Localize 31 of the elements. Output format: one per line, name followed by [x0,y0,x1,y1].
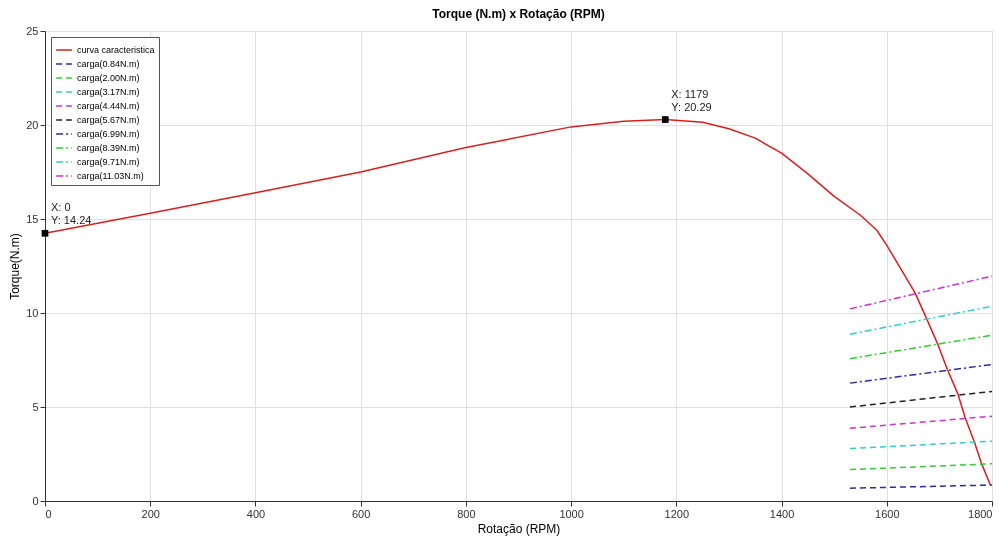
x-tick-label: 400 [246,507,266,520]
legend-label: carga(5.67N.m) [77,115,140,125]
legend-label: carga(0.84N.m) [77,59,140,69]
x-axis-title: Rotação (RPM) [477,521,561,536]
x-tick-label: 800 [457,507,476,520]
legend-label: carga(2.00N.m) [77,73,140,83]
x-tick-label: 1600 [875,507,900,520]
x-tick-label: 1800 [968,507,993,520]
legend-label: carga(4.44N.m) [77,101,140,111]
legend-label: carga(6.99N.m) [77,129,140,139]
x-tick-label: 200 [141,507,160,520]
legend-label: curva caracteristica [77,45,155,55]
x-tick-label: 1400 [769,507,795,520]
y-tick-label: 10 [26,306,39,319]
legend-label: carga(8.39N.m) [77,143,140,153]
legend-label: carga(9.71N.m) [77,157,140,167]
annotation: X: 1179 Y: 20.29 [671,87,712,113]
annotation: X: 0 Y: 14.24 [51,201,92,227]
y-tick-label: 5 [32,400,39,413]
x-tick-label: 600 [351,507,371,520]
legend-label: carga(11.03N.m) [77,171,144,181]
y-tick-label: 25 [26,24,39,37]
y-tick-label: 20 [26,118,39,131]
x-tick-label: 1000 [559,507,584,520]
chart-title: Torque (N.m) x Rotação (RPM) [432,7,605,21]
x-tick-label: 0 [45,507,52,520]
y-axis-title: Torque(N.m) [8,233,23,300]
x-tick-label: 1200 [664,507,690,520]
legend-label: carga(3.17N.m) [77,87,140,97]
y-tick-label: 15 [26,212,39,225]
y-tick-label: 0 [32,494,39,507]
